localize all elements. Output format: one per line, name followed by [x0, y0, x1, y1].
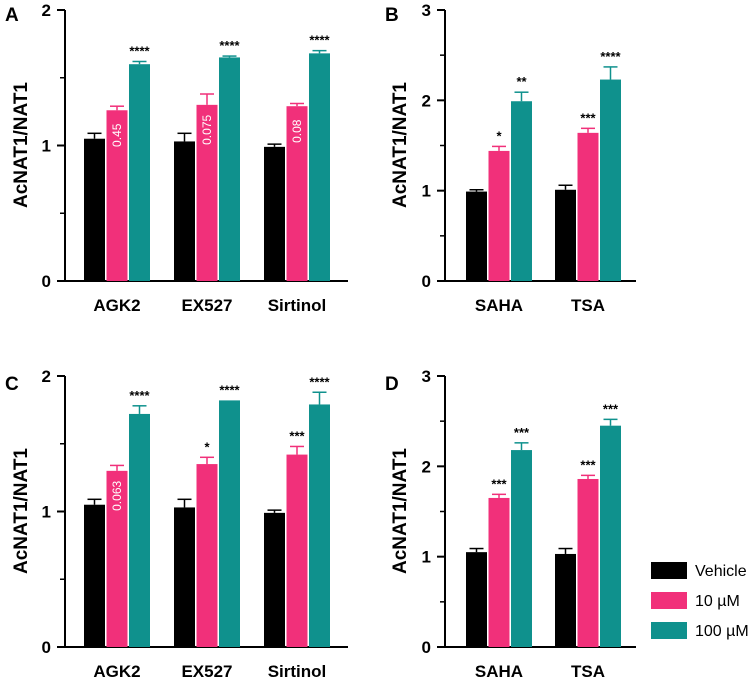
significance-marker: *: [204, 439, 210, 454]
bar-100um-sirtinol: [309, 53, 330, 281]
x-category-label: AGK2: [93, 296, 140, 315]
p-value-label: 0.063: [110, 481, 124, 511]
bar-10um-ex527: [196, 464, 218, 647]
x-category-label: Sirtinol: [268, 296, 327, 315]
y-axis-label: AcNAT1/NAT1: [11, 82, 32, 208]
significance-marker: ***: [603, 401, 619, 416]
bar-vehicle-agk2: [84, 138, 105, 281]
p-value-label: 0.075: [200, 115, 214, 145]
y-tick-label: 1: [42, 503, 51, 522]
significance-marker: ***: [580, 110, 596, 125]
y-tick-label: 2: [42, 1, 51, 20]
bar-10um-saha: [488, 497, 510, 647]
bar-10um-sirtinol: [286, 106, 308, 281]
bar-10um-saha: [488, 150, 510, 281]
x-category-label: TSA: [571, 662, 605, 681]
bar-100um-agk2: [129, 413, 150, 647]
bar-10um-agk2: [106, 110, 128, 282]
significance-marker: ****: [219, 382, 240, 397]
legend-swatch-10um: [651, 592, 687, 609]
x-category-label: SAHA: [475, 662, 523, 681]
bar-vehicle-sirtinol: [264, 146, 285, 281]
bar-100um-ex527: [219, 400, 240, 647]
bar-100um-sirtinol: [309, 404, 330, 647]
y-tick-label: 1: [422, 548, 431, 567]
bar-vehicle-saha: [466, 552, 487, 647]
bar-100um-agk2: [129, 64, 150, 281]
y-axis-label: AcNAT1/NAT1: [390, 448, 411, 574]
bar-vehicle-agk2: [84, 504, 105, 647]
y-tick-label: 0: [42, 272, 51, 291]
significance-marker: ****: [219, 38, 240, 53]
y-tick-label: 0: [422, 638, 431, 657]
significance-marker: ****: [129, 43, 150, 58]
x-category-label: SAHA: [475, 296, 523, 315]
bar-vehicle-saha: [466, 191, 487, 281]
x-category-label: EX527: [181, 662, 232, 681]
y-tick-label: 1: [42, 137, 51, 156]
legend-swatch-vehicle: [651, 562, 687, 579]
significance-marker: **: [516, 74, 527, 89]
legend-label-100um: 100 µM: [695, 623, 749, 640]
bar-vehicle-tsa: [555, 553, 576, 647]
y-tick-label: 1: [422, 182, 431, 201]
significance-marker: ****: [309, 374, 330, 389]
panel-letter-d: D: [385, 374, 399, 395]
bar-10um-sirtinol: [286, 454, 308, 647]
legend: Vehicle 10 µM 100 µM: [651, 562, 749, 640]
significance-marker: ****: [129, 388, 150, 403]
p-value-label: 0.08: [290, 119, 304, 143]
significance-marker: ***: [289, 428, 305, 443]
y-tick-label: 2: [42, 367, 51, 386]
significance-marker: *: [496, 128, 502, 143]
legend-label-10um: 10 µM: [695, 593, 740, 610]
panel-d: D AcNAT1/NAT1 0 1 2 3 SAHA TSA *** *** *** ***: [385, 367, 636, 681]
legend-swatch-100um: [651, 622, 687, 639]
bar-vehicle-ex527: [174, 507, 195, 647]
y-axis-label: AcNAT1/NAT1: [390, 82, 411, 208]
bar-100um-saha: [511, 101, 532, 281]
y-tick-label: 0: [422, 272, 431, 291]
legend-label-vehicle: Vehicle: [695, 563, 747, 580]
bar-10um-tsa: [577, 478, 599, 647]
y-tick-label: 3: [422, 367, 431, 386]
panel-letter-c: C: [5, 374, 19, 395]
bar-10um-ex527: [196, 104, 218, 281]
bar-vehicle-tsa: [555, 189, 576, 281]
panel-letter-a: A: [5, 5, 19, 26]
x-category-label: Sirtinol: [268, 662, 327, 681]
bar-10um-tsa: [577, 132, 599, 281]
y-tick-label: 0: [42, 638, 51, 657]
y-tick-label: 3: [422, 1, 431, 20]
significance-marker: ****: [600, 49, 621, 64]
p-value-label: 0.45: [110, 123, 124, 147]
y-tick-label: 2: [422, 91, 431, 110]
significance-marker: ***: [580, 457, 596, 472]
significance-marker: ***: [491, 476, 507, 491]
bar-10um-agk2: [106, 470, 128, 647]
panel-a: A AcNAT1/NAT1 0 1 2 AGK2 EX527 Sirtinol 0.45 0.07…: [5, 1, 348, 315]
panel-letter-b: B: [385, 5, 399, 26]
bar-100um-tsa: [600, 425, 621, 647]
bar-100um-ex527: [219, 57, 240, 281]
significance-marker: ***: [514, 425, 530, 440]
bar-vehicle-ex527: [174, 141, 195, 281]
y-tick-label: 2: [422, 457, 431, 476]
bar-100um-saha: [511, 450, 532, 647]
x-category-label: AGK2: [93, 662, 140, 681]
significance-marker: ****: [309, 33, 330, 48]
y-axis-label: AcNAT1/NAT1: [11, 448, 32, 574]
x-category-label: EX527: [181, 296, 232, 315]
x-category-label: TSA: [571, 296, 605, 315]
bar-100um-tsa: [600, 79, 621, 281]
bar-vehicle-sirtinol: [264, 512, 285, 647]
